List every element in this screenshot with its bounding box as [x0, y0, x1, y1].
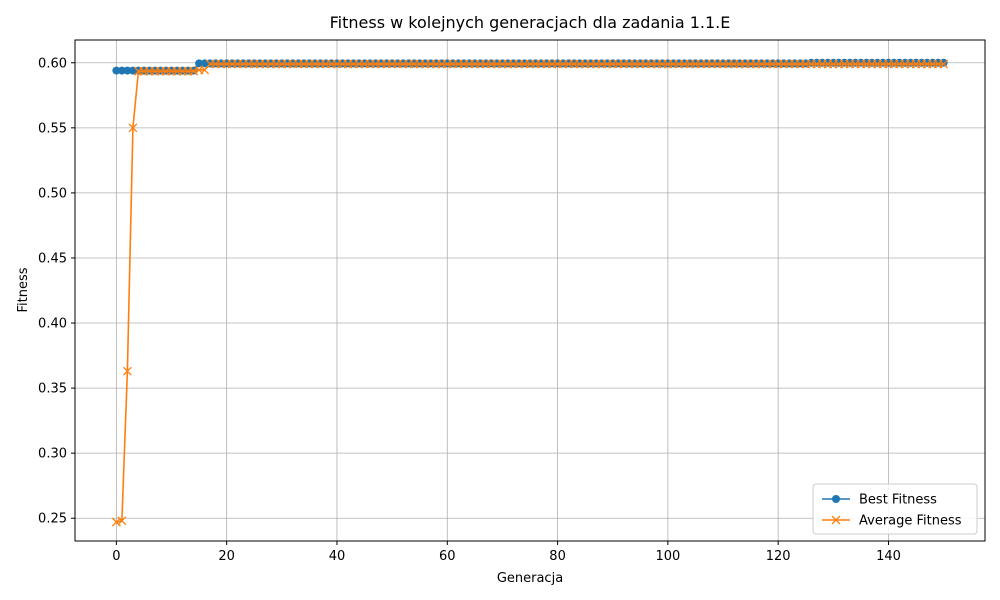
data-point: [112, 66, 121, 75]
legend: Best Fitness Average Fitness: [812, 483, 978, 535]
legend-item: Average Fitness: [822, 514, 962, 529]
data-point: [195, 59, 204, 68]
y-tick-label: 0.40: [38, 317, 67, 332]
legend-marker: [832, 495, 840, 503]
plot-frame: [74, 39, 986, 542]
x-tick-label: 80: [549, 549, 566, 564]
data-point: [123, 66, 132, 75]
series-layer: [111, 58, 949, 527]
grid: [75, 40, 985, 541]
y-tick-label: 0.35: [38, 382, 67, 397]
data-point: [939, 59, 949, 69]
y-axis-label: Fitness: [16, 267, 31, 312]
x-tick-label: 60: [439, 549, 456, 564]
legend-item: Best Fitness: [822, 493, 937, 508]
legend-label: Best Fitness: [859, 493, 937, 508]
data-point: [117, 66, 126, 75]
data-point: [939, 58, 948, 67]
y-ticks: 0.25 0.30 0.35 0.40 0.45 0.50 0.55 0.60: [38, 56, 75, 527]
y-tick-label: 0.50: [38, 186, 67, 201]
x-tick-label: 120: [766, 549, 791, 564]
y-tick-label: 0.25: [38, 512, 67, 527]
y-tick-label: 0.30: [38, 447, 67, 462]
data-point: [122, 366, 132, 376]
y-tick-label: 0.55: [38, 121, 67, 136]
chart-title: Fitness w kolejnych generacjach dla zada…: [330, 13, 731, 32]
legend-marker: [831, 515, 841, 525]
data-point: [111, 517, 121, 527]
x-tick-label: 40: [329, 549, 346, 564]
y-tick-label: 0.45: [38, 251, 67, 266]
data-point: [189, 66, 199, 76]
x-ticks: 0 20 40 60 80 100 120 140: [112, 541, 901, 564]
series-average-fitness: [111, 59, 949, 527]
x-tick-label: 100: [655, 549, 680, 564]
x-axis-label: Generacja: [497, 571, 563, 586]
y-tick-label: 0.60: [38, 56, 67, 71]
legend-label: Average Fitness: [859, 514, 962, 529]
data-point: [117, 516, 127, 526]
x-tick-label: 0: [112, 549, 120, 564]
x-tick-label: 140: [876, 549, 901, 564]
legend-box: [812, 483, 978, 535]
data-point: [128, 123, 138, 133]
x-tick-label: 20: [218, 549, 235, 564]
